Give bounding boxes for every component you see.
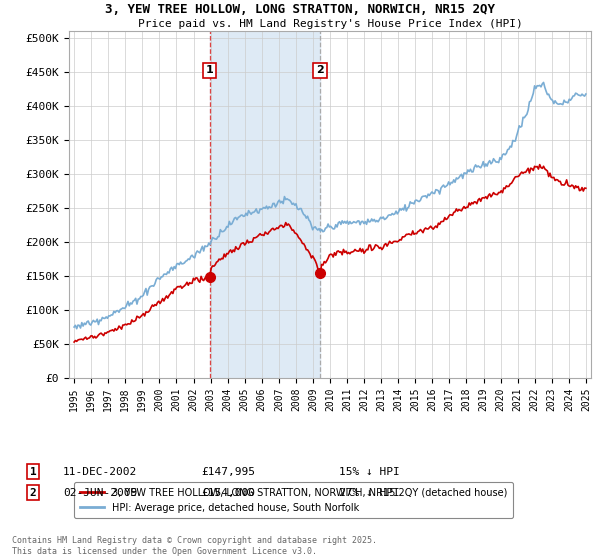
Text: 3, YEW TREE HOLLOW, LONG STRATTON, NORWICH, NR15 2QY: 3, YEW TREE HOLLOW, LONG STRATTON, NORWI…: [105, 3, 495, 16]
Text: 15% ↓ HPI: 15% ↓ HPI: [339, 466, 400, 477]
Text: £154,000: £154,000: [201, 488, 255, 498]
Title: Price paid vs. HM Land Registry's House Price Index (HPI): Price paid vs. HM Land Registry's House …: [137, 18, 523, 29]
Text: 1: 1: [29, 466, 37, 477]
Bar: [210, 31, 320, 378]
Text: 1: 1: [206, 66, 214, 75]
Text: Contains HM Land Registry data © Crown copyright and database right 2025.
This d: Contains HM Land Registry data © Crown c…: [12, 536, 377, 556]
Text: 11-DEC-2002: 11-DEC-2002: [63, 466, 137, 477]
Legend: 3, YEW TREE HOLLOW, LONG STRATTON, NORWICH, NR15 2QY (detached house), HPI: Aver: 3, YEW TREE HOLLOW, LONG STRATTON, NORWI…: [74, 482, 513, 519]
Text: 2: 2: [29, 488, 37, 498]
Text: 02-JUN-2009: 02-JUN-2009: [63, 488, 137, 498]
Text: £147,995: £147,995: [201, 466, 255, 477]
Text: 2: 2: [316, 66, 324, 75]
Text: 27% ↓ HPI: 27% ↓ HPI: [339, 488, 400, 498]
